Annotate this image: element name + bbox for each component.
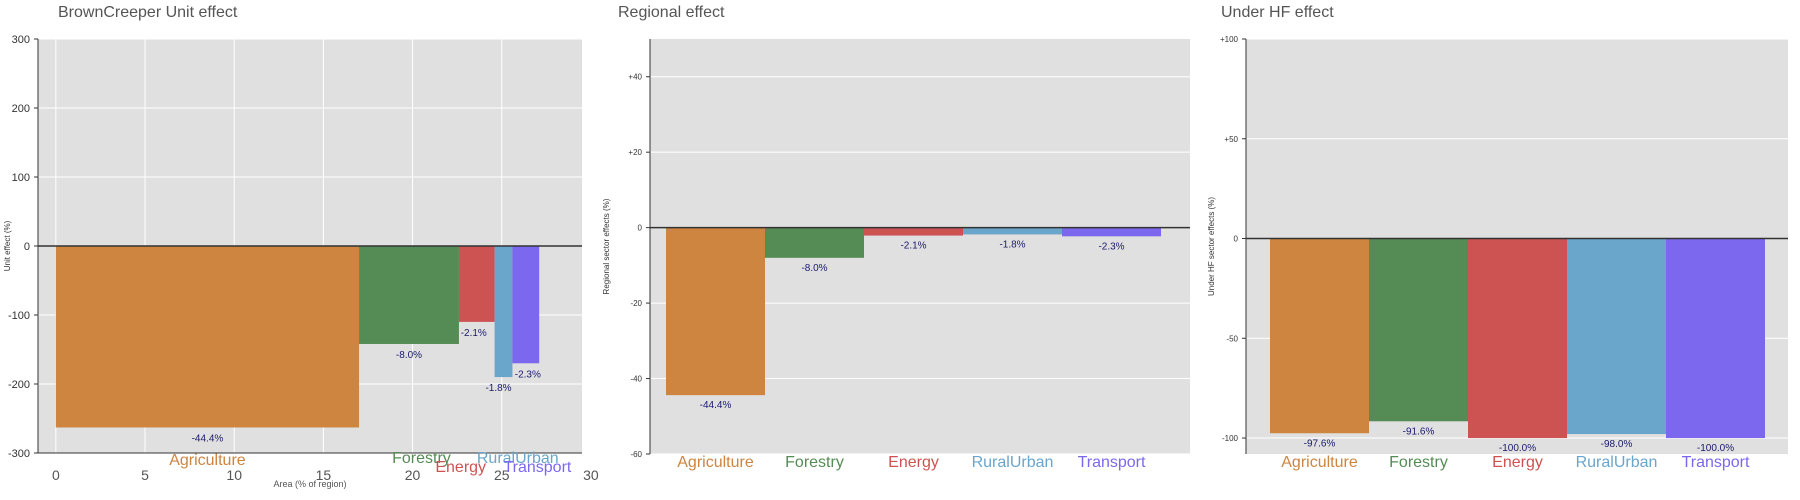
category-label-energy: Energy	[435, 459, 486, 476]
bar-agriculture	[55, 246, 360, 428]
y-tick-label: +100	[1220, 35, 1239, 44]
category-label-transport: Transport	[1078, 454, 1146, 471]
unit-effect-panel: BrownCreeper Unit effect 300 200 100 0 -100-…	[0, 0, 600, 500]
data-label: -98.0%	[1601, 439, 1633, 450]
bar-transport	[1666, 238, 1765, 439]
under-hf-effect-panel: Under HF effect +100 +50 0 -50 -100 -97.6% Agr…	[1200, 0, 1800, 500]
chart-title: Regional effect	[618, 4, 725, 21]
y-tick-label: -100	[8, 310, 30, 322]
data-label: -97.6%	[1304, 438, 1336, 449]
y-tick-label: 300	[12, 34, 30, 46]
x-tick-label: 15	[316, 467, 332, 483]
category-label-ruralurban: RuralUrban	[972, 454, 1054, 471]
under-hf-effect-chart: +100 +50 0 -50 -100 -97.6% Agriculture -91.6% Fo…	[1207, 35, 1788, 471]
bar-energy	[458, 246, 495, 322]
category-label-agriculture: Agriculture	[169, 452, 246, 469]
x-tick-label: 25	[494, 467, 510, 483]
regional-effect-panel: Regional effect +40 +20 0 -20 -40 -60 -44.4% Ag…	[600, 0, 1200, 500]
data-label: -2.1%	[900, 241, 926, 252]
data-label: -100.0%	[1697, 443, 1734, 454]
category-label-energy: Energy	[888, 454, 939, 471]
chart-title: Under HF effect	[1221, 4, 1334, 21]
data-label: -1.8%	[999, 239, 1025, 250]
category-label-ruralurban: RuralUrban	[1576, 454, 1658, 471]
x-tick-label: 20	[405, 467, 421, 483]
data-label: -2.3%	[1098, 241, 1124, 252]
bar-energy	[864, 227, 963, 236]
y-tick-label: 100	[12, 172, 30, 184]
regional-effect-chart: +40 +20 0 -20 -40 -60 -44.4% Agriculture -8.0% Fo…	[602, 39, 1190, 471]
y-tick-label: -60	[630, 450, 642, 459]
category-label-forestry: Forestry	[1389, 454, 1448, 471]
y-tick-label: -300	[8, 448, 30, 460]
chart-title: BrownCreeper Unit effect	[58, 4, 238, 21]
bar-agriculture	[666, 227, 765, 396]
data-label: -8.0%	[801, 263, 827, 274]
y-tick-label: -40	[630, 375, 642, 384]
data-label: -2.3%	[515, 369, 541, 380]
y-tick-label: -100	[1222, 434, 1239, 443]
y-tick-label: +40	[628, 73, 642, 82]
x-tick-label: 30	[583, 467, 599, 483]
x-tick-label: 0	[52, 467, 60, 483]
y-tick-label: +20	[628, 148, 642, 157]
bar-ruralurban	[494, 246, 513, 378]
data-label: -1.8%	[485, 383, 511, 394]
data-label: -8.0%	[396, 350, 422, 361]
y-tick-label: -20	[630, 299, 642, 308]
bar-forestry	[1369, 238, 1468, 422]
category-label-energy: Energy	[1492, 454, 1543, 471]
data-label: -2.1%	[461, 328, 487, 339]
category-label-agriculture: Agriculture	[677, 454, 754, 471]
category-label-agriculture: Agriculture	[1281, 454, 1358, 471]
data-label: -91.6%	[1403, 426, 1435, 437]
bar-forestry	[765, 227, 864, 258]
bar-agriculture	[1270, 238, 1369, 434]
bar-ruralurban	[1567, 238, 1666, 435]
data-label: -100.0%	[1499, 443, 1536, 454]
category-label-ruralurban: RuralUrban	[477, 450, 559, 467]
bar-ruralurban	[963, 227, 1062, 235]
data-label: -44.4%	[192, 433, 224, 444]
y-tick-label: 200	[12, 103, 30, 115]
y-tick-label: 0	[24, 241, 30, 253]
y-tick-label: -50	[1226, 334, 1238, 343]
x-tick-label: 10	[226, 467, 242, 483]
data-label: -44.4%	[700, 400, 732, 411]
bar-energy	[1468, 238, 1567, 439]
bar-forestry	[359, 246, 459, 344]
category-label-forestry: Forestry	[392, 450, 451, 467]
bar-transport	[512, 246, 540, 364]
category-label-transport: Transport	[503, 459, 571, 476]
y-tick-label: -200	[8, 379, 30, 391]
category-label-forestry: Forestry	[785, 454, 844, 471]
y-tick-label: 0	[1234, 235, 1239, 244]
y-axis-title: Under HF sector effects (%)	[1207, 197, 1216, 296]
y-tick-label: 0	[638, 224, 643, 233]
y-axis-title: Unit effect (%)	[3, 220, 12, 271]
y-axis-title: Regional sector effects (%)	[602, 198, 611, 294]
y-tick-label: +50	[1224, 135, 1238, 144]
category-label-transport: Transport	[1682, 454, 1750, 471]
x-tick-label: 5	[141, 467, 149, 483]
bar-transport	[1062, 227, 1161, 237]
unit-effect-chart: 300 200 100 0 -100 -200 -300 0 5 10 15 20 25 30 -44.4%…	[3, 34, 599, 489]
x-axis-title: Area (% of region)	[273, 479, 346, 489]
